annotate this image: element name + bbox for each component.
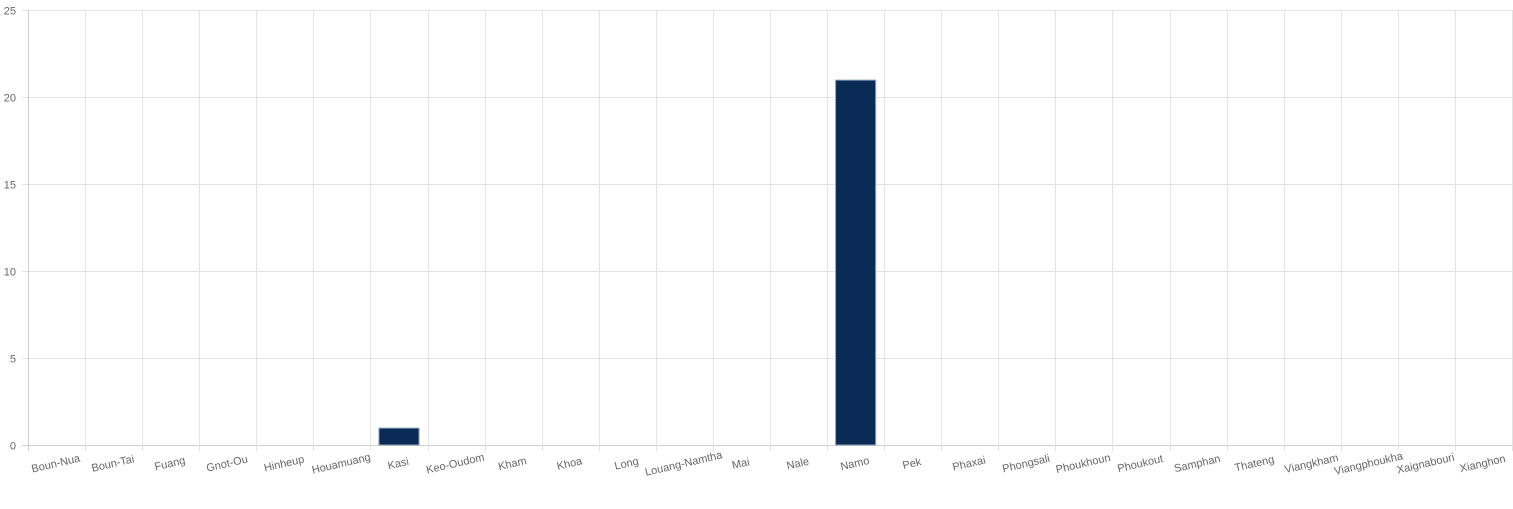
- x-tick-label: Boun-Tai: [90, 453, 135, 474]
- y-tick-label: 20: [4, 93, 16, 105]
- x-tick-label: Long: [613, 455, 640, 472]
- x-tick-label: Hinheup: [263, 454, 306, 475]
- bar-namo[interactable]: [835, 79, 877, 446]
- x-tick-label: Louang-Namtha: [644, 449, 724, 479]
- x-tick-label: Gnot-Ou: [205, 453, 249, 474]
- x-tick-label: Houamuang: [311, 451, 372, 476]
- x-tick-label: Phaxai: [951, 454, 986, 473]
- bar-kasi[interactable]: [378, 427, 420, 446]
- x-tick-label: Fuang: [153, 455, 186, 474]
- x-tick-label: Khoa: [556, 455, 585, 473]
- x-tick-label: Phoukhoun: [1055, 452, 1112, 476]
- y-tick-label: 15: [4, 180, 16, 192]
- x-tick-label: Mai: [731, 456, 751, 472]
- x-tick-label: Phongsali: [1001, 453, 1051, 476]
- x-tick-label: Xianghon: [1459, 453, 1507, 475]
- y-tick-label: 5: [10, 354, 16, 366]
- x-tick-label: Nale: [785, 456, 810, 473]
- x-tick-label: Pek: [901, 456, 923, 472]
- x-tick-label: Thateng: [1233, 454, 1275, 475]
- y-tick-label: 0: [10, 441, 16, 453]
- y-tick-label: 10: [4, 267, 16, 279]
- x-tick-label: Xaignabouri: [1396, 452, 1456, 477]
- x-tick-label: Kasi: [387, 456, 411, 473]
- x-tick-label: Phoukout: [1116, 453, 1164, 475]
- y-tick-label: 25: [4, 6, 16, 18]
- x-tick-label: Viangkham: [1283, 452, 1339, 476]
- x-tick-label: Boun-Nua: [30, 452, 82, 475]
- x-tick-label: Viangphoukha: [1333, 450, 1405, 478]
- x-tick-label: Kham: [497, 455, 528, 473]
- bars: [378, 79, 877, 446]
- x-tick-label: Keo-Oudom: [425, 452, 485, 477]
- grid: [22, 10, 1513, 451]
- x-tick-label: Namo: [839, 455, 870, 473]
- y-axis-ticks: 0 5 10 15 20 25: [4, 6, 16, 453]
- x-tick-label: Samphan: [1173, 453, 1222, 475]
- x-axis-ticks: Boun-Nua Boun-Tai Fuang Gnot-Ou Hinheup Houam…: [30, 449, 1506, 479]
